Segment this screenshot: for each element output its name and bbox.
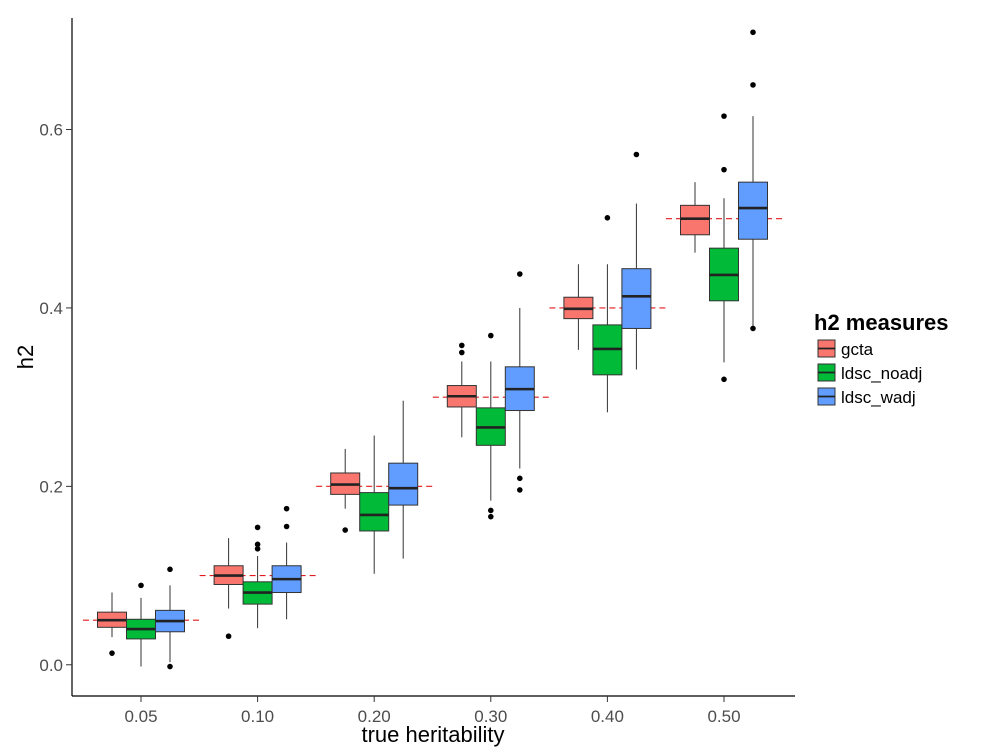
- box-gcta: [446, 342, 477, 438]
- legend-label: gcta: [841, 340, 874, 359]
- outlier-point: [750, 29, 756, 36]
- outlier-point: [517, 487, 523, 493]
- legend: h2 measures gcta ldsc_noadj ldsc_wadj: [814, 310, 949, 407]
- outlier-point: [283, 505, 290, 512]
- box-ldsc_wadj: [738, 29, 768, 332]
- outlier-point: [750, 325, 756, 332]
- outlier-point: [488, 513, 494, 520]
- legend-label: ldsc_wadj: [841, 388, 916, 407]
- y-axis-title: h2: [13, 345, 38, 369]
- box: [388, 462, 419, 506]
- outlier-point: [254, 546, 261, 552]
- legend-item: ldsc_wadj: [817, 387, 916, 407]
- legend-label: ldsc_noadj: [841, 364, 922, 383]
- box-ldsc_noadj: [475, 332, 506, 520]
- box-ldsc_noadj: [592, 215, 623, 413]
- outlier-point: [138, 582, 144, 589]
- outlier-point: [254, 524, 261, 531]
- outlier-point: [342, 527, 349, 533]
- box-ldsc_noadj: [359, 435, 390, 574]
- x-tick-label: 0.40: [591, 707, 624, 726]
- outlier-point: [167, 663, 173, 670]
- outlier-point: [604, 215, 611, 221]
- box: [621, 268, 652, 329]
- x-tick-label: 0.50: [707, 707, 740, 726]
- legend-item: gcta: [817, 339, 874, 359]
- box-gcta: [680, 182, 710, 253]
- outlier-point: [488, 332, 494, 339]
- y-ticks: 0.0 0.2 0.4 0.6: [39, 121, 72, 675]
- y-tick-label: 0.4: [39, 299, 63, 318]
- y-tick-label: 0.0: [39, 656, 63, 675]
- box-gcta: [330, 448, 361, 533]
- outlier-point: [283, 523, 290, 530]
- box-ldsc_wadj: [621, 151, 652, 370]
- box: [738, 181, 768, 240]
- y-tick-label: 0.2: [39, 477, 63, 496]
- outlier-point: [254, 541, 261, 548]
- box-gcta: [213, 538, 244, 640]
- box-plots: [97, 29, 768, 670]
- outlier-point: [488, 507, 494, 514]
- reference-lines: [83, 218, 782, 621]
- x-tick-label: 0.05: [124, 707, 157, 726]
- box-gcta: [97, 592, 127, 656]
- box-ldsc_noadj: [242, 524, 273, 629]
- x-tick-label: 0.30: [474, 707, 507, 726]
- box: [680, 204, 710, 236]
- outlier-point: [225, 633, 232, 640]
- box-ldsc_wadj: [504, 271, 535, 493]
- outlier-point: [721, 113, 727, 119]
- outlier-point: [517, 475, 523, 482]
- box-gcta: [563, 264, 594, 350]
- outlier-point: [459, 349, 465, 356]
- box-ldsc_wadj: [155, 566, 185, 670]
- outlier-point: [721, 376, 727, 383]
- box: [359, 492, 390, 532]
- outlier-point: [633, 151, 640, 158]
- outlier-point: [109, 650, 115, 656]
- outlier-point: [721, 166, 727, 173]
- y-tick-label: 0.6: [39, 121, 63, 140]
- legend-title: h2 measures: [814, 310, 949, 335]
- box-ldsc_noadj: [126, 582, 156, 667]
- x-axis-title: true heritability: [361, 722, 504, 747]
- box-ldsc_noadj: [709, 113, 739, 383]
- outlier-point: [517, 271, 523, 277]
- axes: [71, 18, 795, 697]
- x-tick-label: 0.20: [358, 707, 391, 726]
- outlier-point: [167, 566, 173, 573]
- outlier-point: [750, 82, 756, 88]
- x-ticks: 0.05 0.10 0.20 0.30 0.40 0.50: [124, 696, 741, 726]
- box-ldsc_wadj: [271, 505, 302, 620]
- outlier-point: [459, 342, 465, 349]
- legend-item: ldsc_noadj: [817, 363, 922, 383]
- box-ldsc_wadj: [388, 400, 419, 559]
- x-tick-label: 0.10: [241, 707, 274, 726]
